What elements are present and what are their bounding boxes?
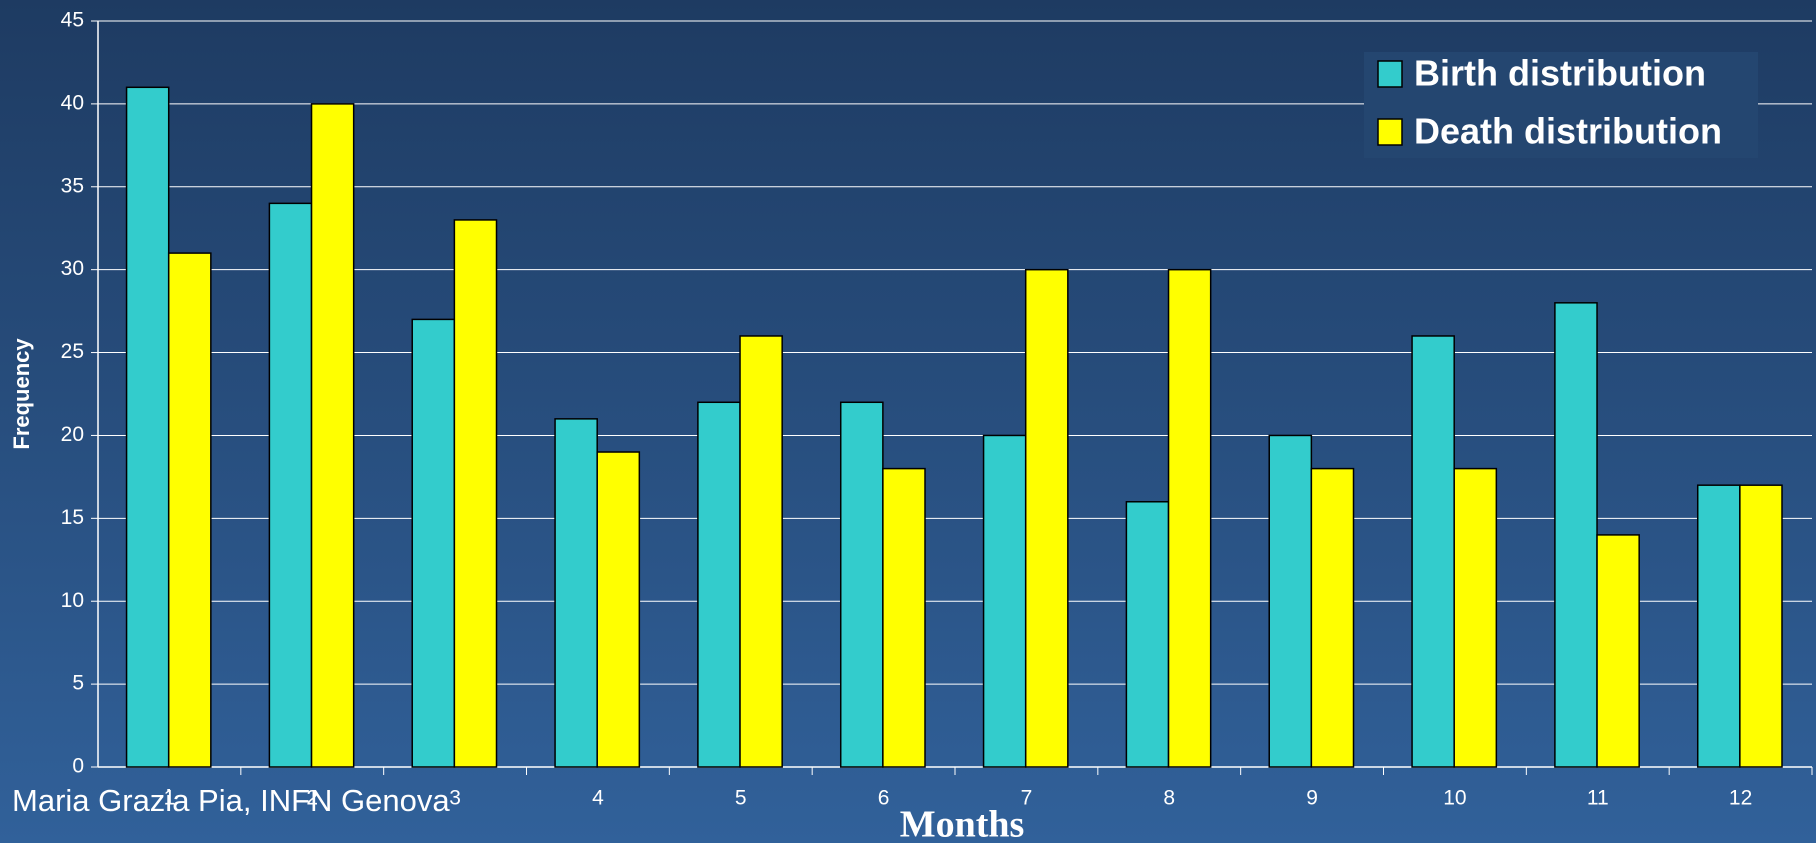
x-tick-label: 2	[306, 787, 318, 810]
bar	[310, 103, 355, 768]
y-tick-label: 5	[72, 672, 84, 695]
bar	[554, 418, 598, 768]
bar	[268, 202, 313, 768]
bar	[982, 434, 1027, 768]
bar	[596, 451, 641, 768]
bar	[882, 467, 926, 768]
x-tick-label: 3	[449, 787, 461, 810]
bar	[1167, 268, 1212, 768]
y-tick-label: 20	[61, 423, 84, 446]
y-tick-label: 40	[61, 91, 84, 114]
bar	[1411, 335, 1455, 768]
x-tick-label: 9	[1306, 787, 1318, 810]
y-tick-label: 10	[61, 589, 84, 612]
x-tick-label: 7	[1021, 787, 1033, 810]
bar	[697, 401, 741, 768]
bar	[839, 401, 884, 768]
bar	[1739, 484, 1783, 768]
y-axis-label: Frequency	[9, 338, 34, 450]
bar	[1696, 484, 1741, 768]
bar	[739, 335, 783, 768]
x-tick-label: 4	[592, 787, 604, 810]
bar	[1596, 534, 1640, 768]
x-axis-label: Months	[900, 804, 1025, 843]
y-tick-label: 15	[61, 506, 84, 529]
bar	[411, 318, 456, 768]
bar	[1310, 467, 1355, 768]
x-tick-label: 10	[1443, 787, 1466, 810]
x-tick-label: 6	[878, 787, 890, 810]
bar	[1268, 434, 1313, 768]
bar	[1453, 467, 1498, 768]
legend-label: Birth distribution	[1414, 53, 1706, 94]
bar	[453, 219, 498, 768]
y-tick-label: 0	[72, 755, 84, 778]
bar	[167, 252, 212, 768]
x-tick-label: 12	[1729, 787, 1752, 810]
legend-label: Death distribution	[1414, 111, 1722, 152]
footer: Maria Grazia Pia, INFN Genova	[12, 783, 450, 818]
legend-swatch	[1377, 118, 1403, 146]
x-tick-label: 1	[164, 787, 176, 810]
bar	[1024, 268, 1069, 768]
legend-box	[1364, 52, 1758, 158]
x-tick-label: 8	[1163, 787, 1175, 810]
x-tick-label: 5	[735, 787, 747, 810]
y-tick-label: 45	[61, 9, 84, 32]
y-tick-label: 30	[61, 257, 84, 280]
bar	[1125, 501, 1170, 768]
bar	[1554, 302, 1598, 768]
bar	[125, 86, 170, 768]
x-tick-label: 11	[1587, 787, 1609, 810]
legend-swatch	[1377, 60, 1403, 88]
y-tick-label: 35	[61, 174, 84, 197]
y-tick-label: 25	[61, 340, 84, 363]
